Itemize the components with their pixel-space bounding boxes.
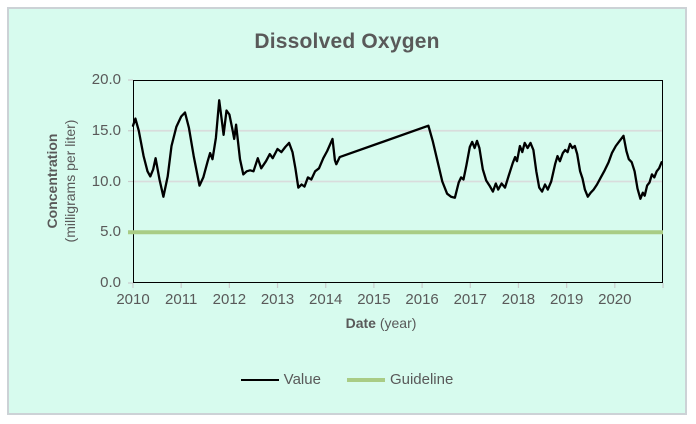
x-axis-title-main: Date: [345, 315, 376, 331]
x-tick-label: 2019: [549, 291, 584, 308]
x-tick-label: 2020: [598, 291, 632, 308]
x-tick-label: 2010: [116, 291, 150, 308]
legend-label: Guideline: [389, 371, 454, 388]
y-tick-label: 10.0: [91, 172, 121, 190]
x-tick-label: 2012: [212, 291, 247, 308]
chart-title: Dissolved Oxygen: [254, 30, 440, 53]
chart-legend: Value Guideline: [9, 371, 685, 388]
dissolved-oxygen-line-chart: [128, 79, 664, 288]
y-tick-label: 0.0: [100, 274, 121, 291]
y-tick-label: 20.0: [91, 71, 121, 88]
y-axis-title-main: Concentration: [43, 133, 60, 229]
x-axis-title: Date (year): [346, 315, 417, 331]
x-tick-label: 2011: [165, 291, 198, 308]
plot-area: [128, 79, 664, 288]
guideline-line-sample: [346, 377, 385, 382]
x-tick-label: 2013: [260, 291, 295, 308]
x-tick-label: 2018: [501, 291, 536, 308]
x-tick-label: 2015: [357, 291, 391, 308]
value-line-sample: [240, 378, 279, 381]
x-tick-label: 2014: [309, 291, 343, 308]
chart-frame: Dissolved Oxygen Concentration (milligra…: [7, 7, 687, 415]
legend-item-value: Value: [240, 371, 321, 388]
legend-label: Value: [283, 371, 321, 388]
x-axis-title-units: (year): [379, 315, 417, 331]
legend-item-guideline: Guideline: [346, 371, 454, 388]
value-line: [131, 99, 663, 200]
y-tick-label: 15.0: [91, 121, 121, 139]
x-tick-label: 2016: [405, 291, 439, 308]
y-tick-label: 5.0: [100, 223, 121, 241]
x-tick-label: 2017: [453, 291, 487, 308]
plot-border: [133, 80, 663, 283]
